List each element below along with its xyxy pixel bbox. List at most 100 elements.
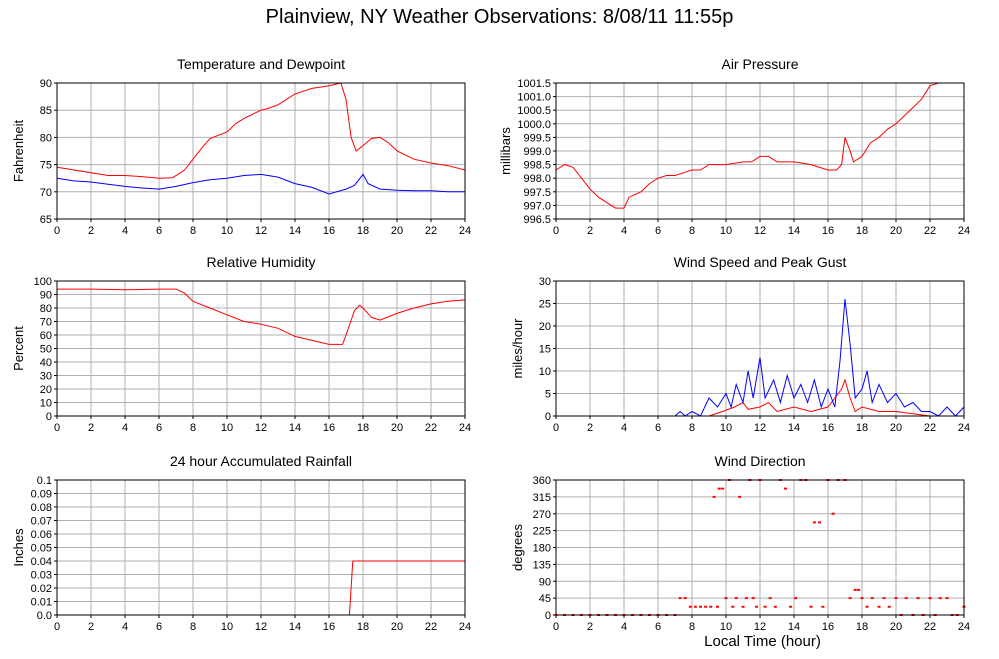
x-tick-label: 2	[587, 422, 593, 434]
y-tick-label: 315	[533, 492, 551, 504]
x-tick-label: 0	[54, 225, 60, 237]
wind-direction-point	[831, 512, 835, 515]
panel-title: Wind Direction	[714, 453, 805, 469]
y-tick-label: 15	[539, 344, 551, 356]
y-tick-label: 50	[40, 344, 52, 356]
x-tick-label: 18	[856, 422, 868, 434]
wind-direction-point	[784, 487, 787, 490]
x-tick-label: 8	[689, 422, 695, 434]
y-tick-label: 20	[539, 321, 551, 333]
y-tick-label: 0.09	[31, 489, 52, 501]
x-tick-label: 18	[856, 621, 868, 633]
x-tick-label: 4	[621, 225, 627, 237]
wind-direction-point	[731, 605, 735, 608]
x-tick-label: 4	[122, 422, 128, 434]
y-tick-label: 30	[40, 371, 52, 383]
wind-direction-point	[699, 605, 702, 608]
x-tick-label: 6	[156, 225, 162, 237]
wind-direction-point	[721, 487, 725, 490]
x-tick-label: 24	[958, 225, 970, 237]
x-tick-label: 24	[459, 225, 471, 237]
x-tick-label: 4	[621, 422, 627, 434]
y-tick-label: 70	[40, 187, 52, 199]
plot-frame	[555, 479, 965, 616]
x-tick-label: 22	[425, 621, 437, 633]
wind-direction-point	[818, 521, 821, 524]
wind-direction-point	[693, 605, 697, 608]
y-tick-label: 996.5	[523, 214, 551, 226]
x-axis-title: Local Time (hour)	[704, 633, 821, 650]
y-tick-label: 70	[40, 317, 52, 329]
x-tick-label: 6	[655, 422, 661, 434]
y-tick-label: 999.0	[523, 146, 551, 158]
y-tick-label: 270	[533, 509, 551, 521]
x-tick-label: 22	[924, 422, 936, 434]
y-tick-label: 0.02	[31, 583, 52, 595]
y-tick-label: 0.05	[31, 543, 52, 555]
x-tick-label: 14	[788, 225, 800, 237]
x-tick-label: 10	[221, 225, 233, 237]
wind-direction-point	[870, 597, 874, 600]
x-tick-label: 24	[958, 621, 970, 633]
x-tick-label: 12	[255, 621, 267, 633]
x-tick-label: 8	[190, 422, 196, 434]
y-tick-label: 80	[40, 303, 52, 315]
y-tick-label: 75	[40, 160, 52, 172]
x-tick-label: 0	[54, 422, 60, 434]
y-tick-label: 998.0	[523, 173, 551, 185]
wind-direction-point	[938, 597, 942, 600]
x-tick-label: 6	[156, 422, 162, 434]
x-tick-label: 22	[425, 422, 437, 434]
y-tick-label: 0.1	[37, 475, 52, 487]
x-tick-label: 12	[754, 422, 766, 434]
y-tick-label: 10	[539, 366, 551, 378]
y-tick-label: 998.5	[523, 160, 551, 172]
x-tick-label: 16	[822, 225, 834, 237]
x-tick-label: 20	[890, 422, 902, 434]
x-tick-label: 10	[720, 225, 732, 237]
x-tick-label: 8	[689, 225, 695, 237]
x-tick-label: 6	[655, 621, 661, 633]
wind-direction-point	[860, 597, 864, 600]
y-tick-label: 1000.0	[517, 119, 551, 131]
y-tick-label: 0.04	[31, 556, 52, 568]
x-tick-label: 20	[391, 225, 403, 237]
x-tick-label: 8	[190, 621, 196, 633]
y-tick-label: 0	[545, 411, 551, 423]
wind-direction-point	[916, 597, 920, 600]
x-tick-label: 24	[459, 422, 471, 434]
panel-title: Wind Speed and Peak Gust	[674, 254, 847, 270]
wind-direction-point	[887, 605, 891, 608]
x-tick-label: 2	[88, 422, 94, 434]
x-tick-label: 10	[221, 621, 233, 633]
panel-title: 24 hour Accumulated Rainfall	[170, 453, 352, 469]
y-tick-label: 90	[539, 576, 551, 588]
y-tick-label: 0	[46, 411, 52, 423]
x-tick-label: 2	[88, 621, 94, 633]
wind-direction-point	[809, 605, 813, 608]
x-tick-label: 4	[122, 225, 128, 237]
x-tick-label: 24	[958, 422, 970, 434]
y-tick-label: 1000.5	[517, 105, 551, 117]
wind-direction-point	[865, 605, 869, 608]
y-tick-label: 10	[40, 398, 52, 410]
x-tick-label: 20	[890, 621, 902, 633]
y-tick-label: 25	[539, 299, 551, 311]
y-tick-label: 0.01	[31, 597, 52, 609]
y-tick-label: 360	[533, 475, 551, 487]
x-tick-label: 16	[822, 621, 834, 633]
y-axis-label: miles/hour	[510, 318, 525, 379]
y-tick-label: 90	[40, 290, 52, 302]
wind-direction-point	[712, 495, 716, 498]
x-tick-label: 4	[621, 621, 627, 633]
panel-title: Temperature and Dewpoint	[177, 56, 345, 72]
x-tick-label: 14	[289, 621, 301, 633]
wind-direction-point	[678, 597, 682, 600]
x-tick-label: 2	[88, 225, 94, 237]
y-tick-label: 0.07	[31, 516, 52, 528]
x-tick-label: 18	[357, 621, 369, 633]
